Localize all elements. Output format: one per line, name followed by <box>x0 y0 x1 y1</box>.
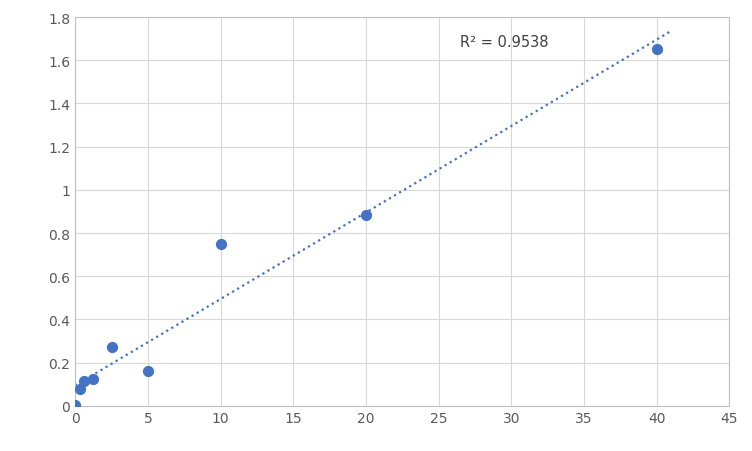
Point <box>650 46 663 54</box>
Point <box>360 212 372 220</box>
Point <box>142 367 154 374</box>
Point <box>105 343 117 350</box>
Point <box>87 375 99 382</box>
Text: R² = 0.9538: R² = 0.9538 <box>460 35 549 50</box>
Point <box>74 386 86 393</box>
Point <box>78 378 90 385</box>
Point <box>69 402 81 409</box>
Point <box>214 240 226 248</box>
